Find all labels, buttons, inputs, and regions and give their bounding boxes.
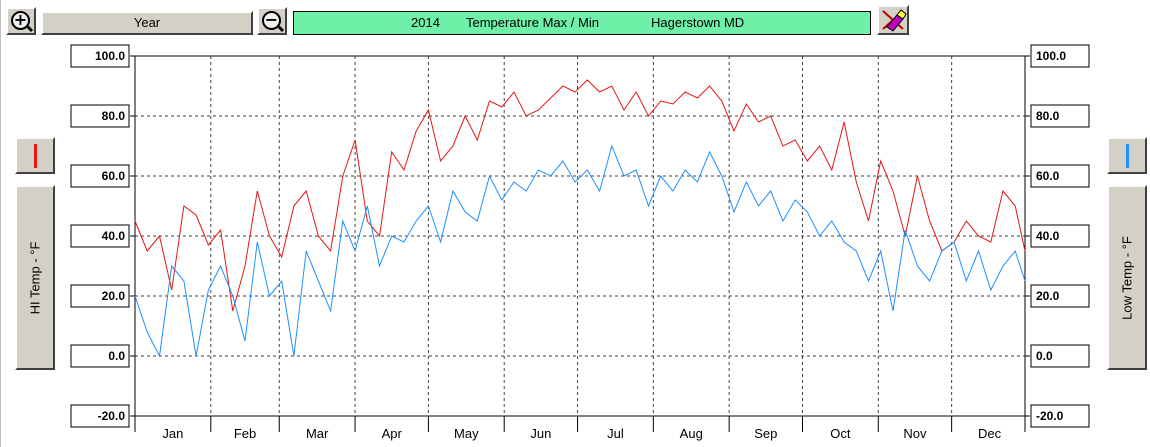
eraser-pencil-icon: [882, 9, 907, 32]
low-temp-color-button[interactable]: [1107, 137, 1147, 174]
y-tick-label-right: 20.0: [1036, 289, 1060, 303]
x-month-label: Jul: [607, 426, 624, 441]
clear-button[interactable]: [877, 5, 909, 35]
chart-title-bar: 2014 Temperature Max / Min Hagerstown MD: [293, 11, 871, 35]
y-tick-label-right: -20.0: [1036, 409, 1064, 423]
y-tick-label-right: 80.0: [1036, 109, 1060, 123]
y-tick-box-left: [70, 344, 130, 368]
y-tick-label-left: 40.0: [102, 229, 126, 243]
magnifier-handle-icon: [25, 24, 34, 33]
y-tick-box-right: [1030, 284, 1090, 308]
x-month-label: Apr: [382, 426, 403, 441]
y-tick-box-right: [1030, 344, 1090, 368]
x-month-label: Aug: [680, 426, 703, 441]
y-tick-label-left: 80.0: [102, 109, 126, 123]
y-tick-label-right: 60.0: [1036, 169, 1060, 183]
x-month-label: Sep: [754, 426, 777, 441]
x-month-label: Feb: [234, 426, 256, 441]
hi-temp-series-line: [134, 79, 1026, 312]
zoom-in-icon: +: [11, 11, 30, 30]
x-month-label: Mar: [306, 426, 329, 441]
x-month-label: Nov: [903, 426, 927, 441]
x-month-label: Jan: [162, 426, 183, 441]
x-month-label: Jun: [530, 426, 551, 441]
y-tick-label-left: 100.0: [95, 49, 125, 63]
zoom-out-icon: −: [262, 11, 281, 30]
y-tick-label-left: 60.0: [102, 169, 126, 183]
y-tick-box-left: [70, 404, 130, 428]
hi-temp-color-button[interactable]: [15, 137, 55, 174]
title-station: Hagerstown MD: [651, 15, 745, 30]
y-tick-box-left: [70, 224, 130, 248]
y-tick-label-left: -20.0: [98, 409, 126, 423]
y-tick-box-left: [70, 164, 130, 188]
y-tick-box-left: [70, 44, 130, 68]
x-month-label: Dec: [978, 426, 1002, 441]
low-temp-swatch: [1126, 144, 1129, 168]
y-tick-box-right: [1030, 404, 1090, 428]
y-tick-label-left: 0.0: [108, 349, 125, 363]
x-month-label: Oct: [830, 426, 851, 441]
low-temp-axis-button[interactable]: Low Temp - °F: [1107, 185, 1147, 370]
low-temp-series-line: [134, 144, 1026, 358]
zoom-out-button[interactable]: −: [257, 7, 287, 35]
period-button[interactable]: Year: [41, 11, 253, 35]
magnifier-handle-icon: [276, 24, 285, 33]
y-tick-box-left: [70, 104, 130, 128]
y-tick-label-right: 0.0: [1036, 349, 1053, 363]
y-tick-box-right: [1030, 164, 1090, 188]
y-tick-box-left: [70, 284, 130, 308]
y-tick-label-right: 40.0: [1036, 229, 1060, 243]
hi-temp-swatch: [34, 144, 37, 168]
y-tick-box-right: [1030, 104, 1090, 128]
y-tick-box-right: [1030, 44, 1090, 68]
y-tick-box-right: [1030, 224, 1090, 248]
hi-temp-axis-button[interactable]: HI Temp - °F: [15, 185, 55, 370]
x-month-label: May: [454, 426, 479, 441]
y-tick-label-left: 20.0: [102, 289, 126, 303]
title-metric: Temperature Max / Min: [466, 15, 599, 30]
y-tick-label-right: 100.0: [1036, 49, 1066, 63]
zoom-in-button[interactable]: +: [6, 7, 36, 35]
title-year: 2014: [411, 15, 440, 30]
